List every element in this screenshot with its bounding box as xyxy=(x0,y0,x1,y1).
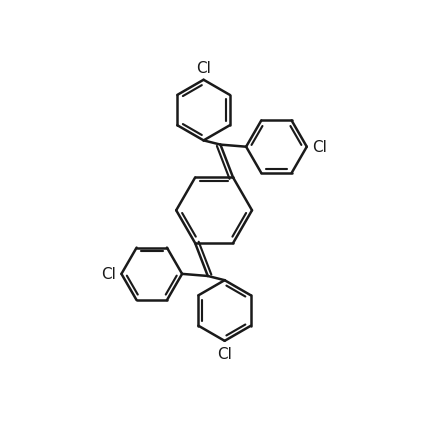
Text: Cl: Cl xyxy=(312,140,327,155)
Text: Cl: Cl xyxy=(217,346,232,361)
Text: Cl: Cl xyxy=(101,267,116,282)
Text: Cl: Cl xyxy=(196,61,211,76)
